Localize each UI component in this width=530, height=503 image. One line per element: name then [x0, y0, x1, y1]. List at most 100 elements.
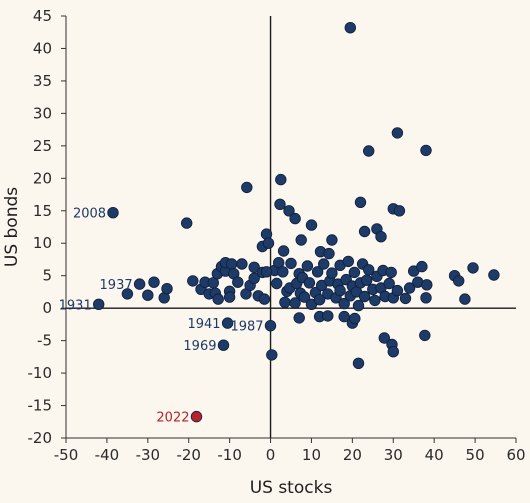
data-point	[326, 267, 338, 279]
data-point	[303, 277, 316, 289]
data-point	[322, 310, 334, 322]
data-point	[375, 230, 387, 243]
data-point	[488, 269, 500, 281]
data-point	[236, 258, 248, 270]
data-point	[352, 299, 365, 312]
year-annotation: 1937	[100, 278, 133, 293]
data-point	[391, 284, 404, 297]
y-tick-label: 30	[33, 104, 52, 122]
y-tick-label: 15	[33, 202, 52, 220]
data-point	[248, 272, 260, 285]
year-annotation: 1931	[59, 298, 92, 313]
x-axis-title: US stocks	[250, 478, 333, 498]
axes-layer: -50 -40 -30 -20 -10 0 10 20 30 40 50 60-20-15-10-50…	[28, 7, 526, 464]
x-tick-label: -10	[217, 446, 242, 464]
data-point	[419, 329, 431, 342]
annotations-layer: 2008 1937 1931 1941 1987 1969 2022	[59, 207, 264, 426]
year-annotation: 1987	[230, 320, 263, 335]
data-point	[301, 260, 314, 272]
y-tick-label: 45	[33, 7, 52, 25]
data-point	[399, 292, 412, 305]
data-point	[225, 258, 238, 270]
data-point	[385, 266, 397, 279]
data-point	[221, 317, 234, 329]
data-point	[266, 349, 278, 361]
data-point	[403, 282, 416, 294]
data-point	[275, 173, 287, 186]
data-point	[305, 219, 318, 231]
data-point	[277, 266, 289, 278]
data-point	[180, 217, 193, 229]
data-point	[277, 245, 290, 257]
data-point	[363, 264, 375, 276]
data-point	[391, 127, 404, 139]
data-point	[264, 320, 277, 332]
data-point	[161, 283, 173, 295]
data-point	[279, 296, 291, 309]
x-tick-label: -30	[136, 446, 161, 464]
y-tick-label: -10	[28, 364, 53, 382]
x-tick-label: 40	[425, 446, 444, 464]
data-point	[387, 346, 400, 358]
data-point	[107, 206, 119, 219]
data-point	[342, 255, 355, 268]
x-tick-label: -40	[95, 446, 120, 464]
data-point	[217, 339, 230, 351]
data-point	[271, 277, 283, 290]
y-tick-label: 10	[33, 234, 52, 252]
data-point	[142, 289, 154, 301]
y-tick-label: 40	[33, 39, 52, 57]
data-point	[383, 277, 395, 290]
data-point	[334, 284, 346, 297]
data-point	[285, 257, 297, 270]
x-tick-label: -50	[54, 446, 79, 464]
data-point	[260, 266, 273, 278]
data-point	[358, 290, 371, 303]
data-point	[369, 294, 381, 307]
year-annotation: 1941	[187, 317, 220, 332]
year-annotation: 1969	[183, 339, 216, 354]
data-point	[358, 225, 371, 238]
data-point	[318, 258, 330, 270]
data-point	[459, 293, 471, 305]
data-point	[420, 292, 432, 304]
x-tick-label: 50	[466, 446, 485, 464]
data-point	[344, 22, 357, 34]
data-point	[232, 276, 244, 288]
data-point	[92, 298, 105, 311]
y-tick-label: -15	[28, 397, 53, 415]
data-point	[378, 332, 391, 344]
data-point	[338, 297, 350, 310]
y-tick-label: -20	[28, 429, 53, 447]
data-point	[133, 278, 146, 290]
highlight-point	[190, 410, 203, 423]
data-point	[289, 212, 301, 225]
data-point	[187, 275, 199, 287]
data-point	[416, 260, 428, 273]
data-point	[283, 205, 295, 217]
data-point	[241, 181, 253, 194]
y-tick-label: 35	[33, 72, 52, 90]
y-tick-label: -5	[37, 332, 52, 350]
data-point	[349, 312, 361, 325]
points-layer	[92, 22, 500, 423]
x-tick-label: 60	[506, 446, 525, 464]
data-point	[348, 266, 361, 279]
data-point	[274, 198, 286, 211]
data-point	[121, 288, 134, 300]
data-point	[212, 293, 224, 305]
x-tick-label: 10	[302, 446, 321, 464]
data-point	[258, 293, 271, 305]
data-point	[223, 291, 236, 303]
data-point	[289, 297, 301, 309]
data-point	[393, 205, 406, 217]
data-point	[248, 261, 260, 274]
x-tick-label: 0	[266, 446, 276, 464]
year-annotation: 2022	[156, 411, 189, 426]
data-point	[148, 276, 160, 288]
y-tick-label: 0	[42, 299, 52, 317]
data-point	[420, 144, 432, 157]
y-tick-label: 25	[33, 137, 52, 155]
y-tick-label: 5	[42, 267, 52, 285]
